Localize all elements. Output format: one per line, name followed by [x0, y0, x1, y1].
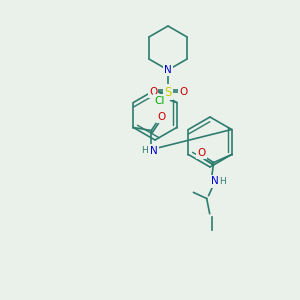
Text: O: O	[149, 87, 157, 97]
Text: N: N	[151, 146, 158, 155]
Text: H: H	[219, 177, 226, 186]
Text: O: O	[157, 112, 166, 122]
Text: N: N	[211, 176, 218, 187]
Text: O: O	[197, 148, 206, 158]
Text: S: S	[164, 85, 172, 98]
Text: O: O	[179, 87, 187, 97]
Text: H: H	[141, 146, 148, 155]
Text: N: N	[164, 65, 172, 75]
Text: Cl: Cl	[154, 95, 165, 106]
